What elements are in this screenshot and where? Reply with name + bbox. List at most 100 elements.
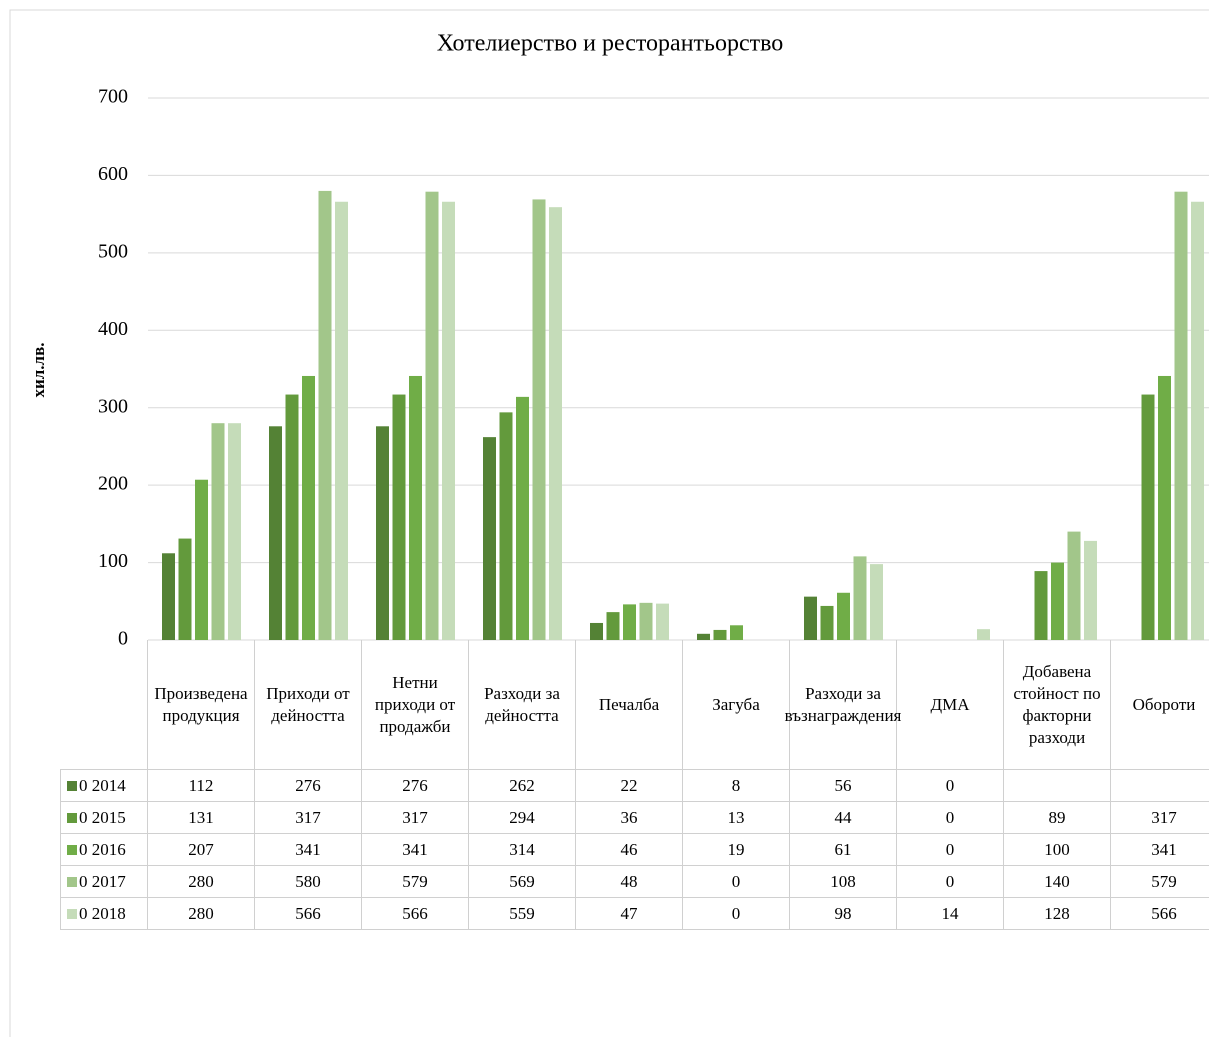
legend-swatch	[67, 812, 77, 823]
table-value: 341	[255, 834, 362, 866]
bar	[376, 426, 389, 640]
y-tick-label: 500	[98, 240, 128, 262]
table-value: 0	[897, 802, 1004, 834]
bar	[656, 603, 669, 640]
category-label: Приходи от дейността	[255, 640, 362, 770]
y-tick-label: 200	[98, 473, 128, 495]
bar	[804, 596, 817, 640]
bar	[549, 207, 562, 640]
bar	[1084, 540, 1097, 640]
bar	[162, 553, 175, 640]
category-label: Разходи за дейността	[469, 640, 576, 770]
legend-label: 0 2015	[79, 807, 126, 827]
bar	[302, 375, 315, 640]
table-value: 566	[362, 898, 469, 930]
bar	[285, 394, 299, 640]
table-value: 276	[362, 770, 469, 802]
category-label: Разходи за възнаграждения	[785, 640, 901, 770]
bar	[228, 423, 241, 640]
bar	[335, 201, 348, 641]
table-value: 13	[683, 802, 790, 834]
bar	[318, 190, 332, 640]
bar	[1051, 562, 1064, 640]
category-label: Печалба	[576, 640, 683, 770]
table-value: 47	[576, 898, 683, 930]
table-value: 0	[897, 834, 1004, 866]
table-value: 566	[255, 898, 362, 930]
legend-entry: 0 2016	[60, 834, 148, 866]
table-value: 314	[469, 834, 576, 866]
bar	[623, 604, 636, 640]
table-value: 566	[1111, 898, 1209, 930]
table-value: 280	[148, 898, 255, 930]
table-value: 108	[790, 866, 897, 898]
category-label: ДМА	[897, 640, 1004, 770]
table-value: 22	[576, 770, 683, 802]
category-label: Нетни приходи от продажби	[362, 640, 469, 770]
table-value	[1004, 770, 1111, 802]
legend-label: 0 2018	[79, 903, 126, 923]
table-value: 0	[683, 898, 790, 930]
legend-swatch	[67, 908, 77, 919]
table-value: 317	[1111, 802, 1209, 834]
table-value: 131	[148, 802, 255, 834]
legend-swatch	[67, 844, 77, 855]
table-value: 56	[790, 770, 897, 802]
table-value: 280	[148, 866, 255, 898]
y-tick-label: 700	[98, 86, 128, 108]
bar	[730, 625, 743, 640]
legend-entry: 0 2015	[60, 802, 148, 834]
legend-label: 0 2017	[79, 871, 126, 891]
bar	[499, 412, 513, 640]
y-tick-label: 300	[98, 395, 128, 417]
category-label: Обороти	[1111, 640, 1209, 770]
bar	[853, 556, 867, 640]
legend-label: 0 2014	[79, 775, 126, 795]
table-value: 0	[683, 866, 790, 898]
category-label: Произведена продукция	[148, 640, 255, 770]
table-value: 341	[362, 834, 469, 866]
table-value: 317	[255, 802, 362, 834]
table-value: 580	[255, 866, 362, 898]
bar	[425, 191, 439, 640]
table-value: 569	[469, 866, 576, 898]
table-value: 262	[469, 770, 576, 802]
bar	[837, 592, 850, 640]
bar	[409, 375, 422, 640]
table-border	[60, 769, 148, 770]
table-value: 89	[1004, 802, 1111, 834]
table-value: 112	[148, 770, 255, 802]
table-value: 276	[255, 770, 362, 802]
bar	[606, 612, 620, 640]
table-value: 317	[362, 802, 469, 834]
bar	[639, 602, 653, 640]
table-value: 46	[576, 834, 683, 866]
bar	[977, 629, 990, 640]
legend-entry: 0 2014	[60, 770, 148, 802]
table-border	[147, 640, 148, 770]
bar	[269, 426, 282, 640]
bar	[1158, 375, 1171, 640]
category-label: Добавена стойност по факторни разходи	[1004, 640, 1111, 770]
table-value: 294	[469, 802, 576, 834]
table-value: 48	[576, 866, 683, 898]
y-tick-label: 100	[98, 550, 128, 572]
bar	[697, 633, 710, 640]
table-value	[1111, 770, 1209, 802]
bar	[392, 394, 406, 640]
table-value: 0	[897, 770, 1004, 802]
table-value: 100	[1004, 834, 1111, 866]
table-value: 207	[148, 834, 255, 866]
bar	[211, 423, 225, 640]
table-value: 8	[683, 770, 790, 802]
y-tick-label: 600	[98, 163, 128, 185]
table-value: 14	[897, 898, 1004, 930]
chart-title: Хотелиерство и ресторантьорство	[437, 31, 784, 57]
bar	[1191, 201, 1204, 641]
table-value: 559	[469, 898, 576, 930]
bar	[1141, 394, 1155, 640]
bar	[870, 564, 883, 640]
legend-entry: 0 2018	[60, 898, 148, 930]
